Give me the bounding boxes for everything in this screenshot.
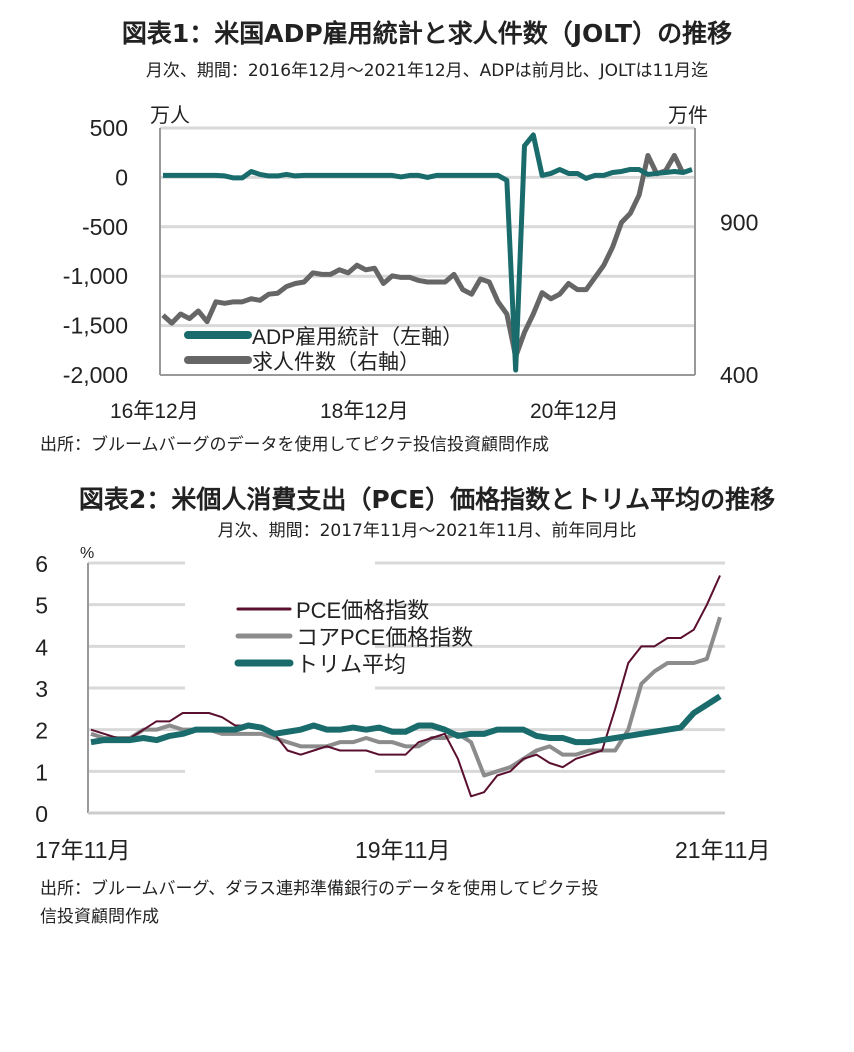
y-tick-label: 4 bbox=[35, 634, 48, 660]
x-tick-label: 17年11月 bbox=[35, 837, 130, 863]
chart1-subtitle: 月次、期間：2016年12月～2021年12月、ADPは前月比、JOLTは11月… bbox=[145, 61, 709, 81]
chart2-title: 図表2：米個人消費支出（PCE）価格指数とトリム平均の推移 bbox=[78, 485, 776, 514]
chart2-source-line2: 信投資顧問作成 bbox=[40, 907, 159, 927]
y-tick-label: 0 bbox=[35, 801, 48, 827]
y-left-tick-label: -1,000 bbox=[63, 263, 128, 289]
y-left-tick-label: -500 bbox=[82, 214, 128, 240]
y-tick-label: 5 bbox=[35, 593, 48, 619]
y-left-tick-label: -2,000 bbox=[63, 362, 128, 388]
y-tick-label: 1 bbox=[35, 759, 48, 785]
legend-label: コアPCE価格指数 bbox=[296, 625, 473, 650]
chart2-source-line1: 出所：ブルームバーグ、ダラス連邦準備銀行のデータを使用してピクテ投 bbox=[40, 879, 599, 899]
chart1-title: 図表1：米国ADP雇用統計と求人件数（JOLT）の推移 bbox=[121, 19, 733, 48]
legend-label: トリム平均 bbox=[296, 652, 406, 677]
y-tick-label: 3 bbox=[35, 676, 48, 702]
chart2-subtitle: 月次、期間：2017年11月～2021年11月、前年同月比 bbox=[217, 521, 637, 541]
x-tick-label: 19年11月 bbox=[355, 837, 450, 863]
y-right-tick-label: 400 bbox=[720, 362, 758, 388]
y-tick-label: 2 bbox=[35, 718, 48, 744]
y-left-tick-label: 500 bbox=[90, 115, 128, 141]
x-tick-label: 16年12月 bbox=[110, 400, 199, 423]
series-line-adp bbox=[163, 132, 693, 373]
chart1-source: 出所：ブルームバーグのデータを使用してピクテ投信投資顧問作成 bbox=[40, 435, 549, 455]
right-unit-label: 万件 bbox=[668, 104, 708, 127]
series-line-0 bbox=[90, 575, 721, 798]
left-unit-label: 万人 bbox=[150, 104, 190, 127]
x-tick-label: 18年12月 bbox=[320, 400, 409, 423]
series-line-2 bbox=[90, 693, 722, 746]
legend-label: 求人件数（右軸） bbox=[252, 351, 420, 374]
unit-label: % bbox=[80, 545, 94, 562]
legend-label: PCE価格指数 bbox=[296, 598, 429, 623]
x-tick-label: 20年12月 bbox=[530, 400, 619, 423]
x-tick-label: 21年11月 bbox=[675, 837, 770, 863]
y-left-tick-label: 0 bbox=[115, 164, 128, 190]
legend-label: ADP雇用統計（左軸） bbox=[252, 326, 463, 349]
y-left-tick-label: -1,500 bbox=[63, 313, 128, 339]
y-right-tick-label: 900 bbox=[720, 210, 758, 236]
y-tick-label: 6 bbox=[35, 551, 48, 577]
series-line-jolt bbox=[161, 152, 686, 360]
